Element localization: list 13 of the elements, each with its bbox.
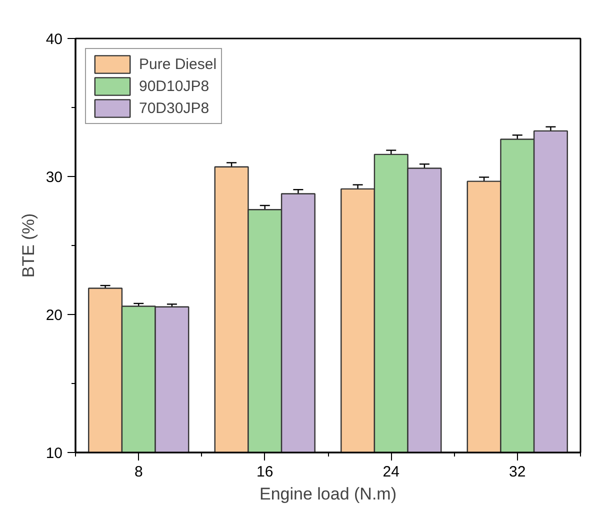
x-tick-label: 16 <box>256 464 274 480</box>
x-tick-label: 32 <box>509 464 526 480</box>
y-tick-label: 20 <box>46 307 63 324</box>
x-tick-label: 8 <box>134 464 143 480</box>
x-axis-title: Engine load (N.m) <box>260 484 397 504</box>
legend-label: 90D10JP8 <box>139 78 210 94</box>
y-tick-label: 30 <box>46 169 63 186</box>
y-axis-title: BTE (%) <box>18 213 38 278</box>
legend-label: 70D30JP8 <box>139 100 210 116</box>
x-tick-label: 24 <box>382 464 400 480</box>
y-tick-label: 40 <box>46 31 63 48</box>
legend-label: Pure Diesel <box>139 56 217 72</box>
y-tick-label: 10 <box>46 445 63 462</box>
